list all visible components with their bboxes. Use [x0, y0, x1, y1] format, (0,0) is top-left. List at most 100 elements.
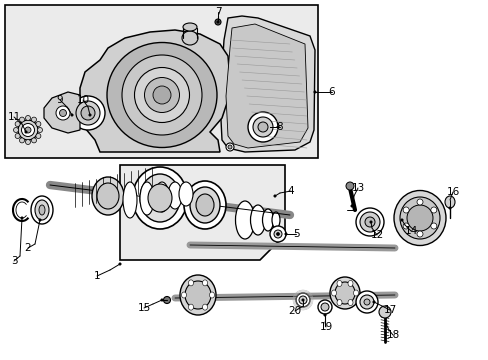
Ellipse shape — [88, 114, 91, 116]
Ellipse shape — [317, 300, 331, 314]
Text: 6: 6 — [328, 87, 335, 97]
Ellipse shape — [188, 304, 193, 310]
Ellipse shape — [123, 182, 137, 218]
Polygon shape — [80, 30, 229, 152]
Ellipse shape — [36, 134, 41, 139]
Ellipse shape — [36, 122, 41, 126]
Ellipse shape — [155, 182, 169, 212]
Ellipse shape — [369, 221, 371, 223]
Ellipse shape — [122, 55, 202, 135]
Ellipse shape — [31, 196, 53, 224]
Ellipse shape — [273, 230, 282, 238]
Text: 17: 17 — [383, 305, 396, 315]
Ellipse shape — [179, 182, 193, 206]
Ellipse shape — [336, 300, 341, 306]
Text: 12: 12 — [369, 230, 383, 240]
Ellipse shape — [347, 280, 352, 287]
Bar — [5, 5, 317, 158]
Ellipse shape — [269, 226, 285, 242]
Ellipse shape — [97, 183, 119, 209]
Ellipse shape — [448, 207, 450, 209]
Ellipse shape — [31, 138, 37, 143]
Ellipse shape — [71, 114, 73, 116]
Text: 2: 2 — [24, 243, 31, 253]
Ellipse shape — [183, 181, 225, 229]
Ellipse shape — [180, 275, 216, 315]
Ellipse shape — [298, 296, 306, 304]
Ellipse shape — [355, 208, 383, 236]
Text: 4: 4 — [287, 186, 294, 196]
Ellipse shape — [353, 290, 358, 296]
Ellipse shape — [163, 297, 170, 303]
Ellipse shape — [148, 184, 172, 212]
Text: 14: 14 — [404, 226, 417, 236]
Ellipse shape — [384, 323, 386, 325]
Text: 20: 20 — [288, 306, 301, 316]
Ellipse shape — [250, 205, 265, 235]
Ellipse shape — [183, 23, 197, 31]
Ellipse shape — [56, 106, 70, 120]
Ellipse shape — [119, 263, 121, 265]
Ellipse shape — [225, 143, 234, 151]
Polygon shape — [220, 16, 314, 152]
Ellipse shape — [31, 117, 37, 122]
Ellipse shape — [38, 127, 42, 132]
Ellipse shape — [313, 91, 316, 93]
Text: 3: 3 — [11, 256, 17, 266]
Ellipse shape — [402, 207, 408, 213]
Ellipse shape — [406, 205, 432, 231]
Ellipse shape — [202, 304, 207, 310]
Ellipse shape — [402, 223, 408, 229]
Ellipse shape — [15, 134, 20, 139]
Ellipse shape — [76, 101, 100, 125]
Ellipse shape — [416, 231, 422, 237]
Ellipse shape — [182, 31, 198, 45]
Text: 9: 9 — [57, 95, 63, 105]
Ellipse shape — [134, 68, 189, 122]
Ellipse shape — [378, 306, 390, 318]
Ellipse shape — [372, 301, 374, 303]
Ellipse shape — [92, 177, 124, 215]
Ellipse shape — [346, 182, 353, 190]
Ellipse shape — [215, 19, 221, 25]
Text: 10: 10 — [76, 95, 89, 105]
Ellipse shape — [39, 205, 45, 215]
Ellipse shape — [181, 292, 186, 298]
Ellipse shape — [334, 282, 354, 304]
Ellipse shape — [363, 299, 369, 305]
Ellipse shape — [25, 131, 27, 133]
Ellipse shape — [14, 127, 19, 132]
Ellipse shape — [329, 277, 359, 309]
Ellipse shape — [247, 112, 278, 142]
Ellipse shape — [144, 77, 179, 112]
Ellipse shape — [271, 212, 280, 228]
Ellipse shape — [430, 207, 436, 213]
Ellipse shape — [355, 291, 377, 313]
Ellipse shape — [188, 280, 193, 286]
Ellipse shape — [25, 116, 30, 121]
Ellipse shape — [184, 281, 210, 309]
Polygon shape — [44, 92, 80, 133]
Text: 7: 7 — [214, 7, 221, 17]
Ellipse shape — [258, 122, 267, 132]
Text: 11: 11 — [7, 112, 20, 122]
Ellipse shape — [364, 217, 374, 227]
Ellipse shape — [20, 117, 24, 122]
Text: 15: 15 — [137, 303, 150, 313]
Ellipse shape — [276, 126, 279, 128]
Ellipse shape — [295, 293, 309, 307]
Ellipse shape — [336, 280, 341, 287]
Ellipse shape — [400, 219, 403, 221]
Text: 19: 19 — [319, 322, 332, 332]
Ellipse shape — [416, 199, 422, 205]
Text: 18: 18 — [386, 330, 399, 340]
Ellipse shape — [25, 139, 30, 144]
Ellipse shape — [331, 290, 336, 296]
Polygon shape — [225, 24, 307, 148]
Ellipse shape — [359, 295, 373, 309]
Ellipse shape — [202, 280, 207, 286]
Text: 16: 16 — [446, 187, 459, 197]
Ellipse shape — [15, 122, 20, 126]
Ellipse shape — [153, 86, 171, 104]
Ellipse shape — [320, 303, 328, 311]
